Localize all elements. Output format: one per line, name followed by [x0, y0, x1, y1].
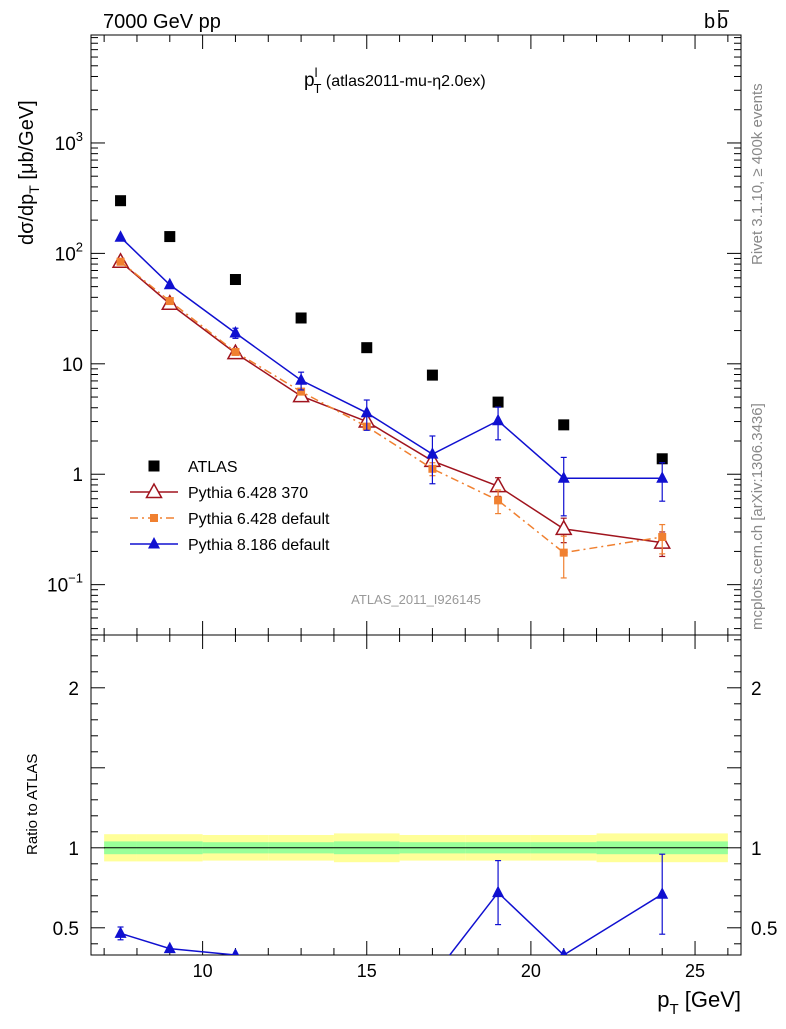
ratio-point: [163, 941, 176, 954]
ratio-series-pythia-8-186-default: [114, 853, 669, 982]
ratio-point: [295, 958, 307, 970]
x-tick-label: 25: [685, 961, 705, 981]
legend-marker: [145, 482, 163, 499]
ratio-line: [120, 891, 663, 955]
legend-label: Pythia 6.428 default: [188, 511, 330, 528]
process-b: b: [704, 11, 715, 33]
header-collision-label: 7000 GeV pp: [103, 11, 221, 33]
legend-entry: Pythia 8.186 default: [130, 537, 330, 554]
legend-entry: Pythia 6.428 370: [130, 482, 308, 502]
ratio-y-ticks: 0.5 0.5 1 1 2 2: [53, 639, 777, 945]
ratio-x-ticks: 10 15 20 25: [103, 635, 729, 981]
y-tick-label: 103: [55, 129, 83, 155]
series-line: [120, 261, 663, 554]
data-point: [229, 274, 241, 286]
data-point: [658, 533, 667, 542]
data-point: [559, 548, 568, 557]
legend-label: Pythia 6.428 370: [188, 485, 308, 502]
ratio-y-tick-label-right: 2: [751, 679, 762, 700]
data-point: [426, 447, 439, 459]
legend-marker: [148, 460, 160, 472]
ratio-point: [492, 885, 505, 898]
y-tick-label: 1: [72, 465, 83, 486]
series-pythia-8-186-default: [114, 230, 669, 517]
data-point: [163, 277, 176, 290]
ratio-y-tick-label: 2: [68, 679, 79, 700]
y-tick-label: 10−1: [47, 571, 83, 597]
data-point: [360, 405, 373, 418]
data-point: [297, 387, 306, 396]
ratio-point: [656, 887, 669, 899]
data-point: [361, 342, 373, 354]
main-y-ticks: 10−1 1 10 102 103: [47, 37, 741, 630]
main-series: [111, 195, 671, 579]
data-point: [426, 369, 438, 381]
legend: ATLAS Pythia 6.428 370 Pythia 6.428 defaul…: [130, 459, 330, 554]
data-point: [557, 471, 570, 483]
legend-marker: [150, 514, 158, 522]
data-point: [116, 257, 125, 266]
data-point: [114, 230, 127, 242]
plot-title: pl T (atlas2011-mu-η2.0ex): [304, 65, 486, 96]
series-atlas: [115, 195, 668, 465]
ratio-point: [426, 970, 438, 982]
legend-label: ATLAS: [188, 459, 238, 476]
legend-entry: Pythia 6.428 default: [130, 511, 330, 528]
ratio-frame: [90, 634, 742, 956]
data-point: [165, 297, 174, 306]
process-bbar: b: [717, 11, 728, 33]
ratio-y-tick-label: 0.5: [53, 919, 79, 940]
x-tick-label: 10: [193, 961, 213, 981]
data-point: [656, 453, 668, 465]
analysis-watermark: ATLAS_2011_I926145: [351, 592, 481, 607]
data-point: [115, 195, 127, 207]
data-point: [231, 347, 240, 356]
x-tick-label: 20: [521, 961, 541, 981]
data-point: [492, 396, 504, 408]
rivet-label: Rivet 3.1.10, ≥ 400k events: [749, 83, 766, 265]
x-axis-label: pT [GeV]: [657, 987, 741, 1018]
main-x-ticks: [103, 35, 729, 635]
x-tick-label: 15: [357, 961, 377, 981]
y-tick-label: 10: [62, 355, 83, 376]
data-point: [164, 231, 176, 243]
legend-label: Pythia 8.186 default: [188, 537, 330, 554]
ratio-series: [114, 853, 669, 982]
ratio-panel: 0.5 0.5 1 1 2 2 10 15 20 25 Ratio to ATLAS pT [G…: [24, 634, 777, 1018]
mcplots-label: mcplots.cern.ch [arXiv:1306.3436]: [749, 403, 766, 630]
ratio-point: [560, 948, 568, 955]
data-point: [492, 413, 505, 426]
main-y-axis-label: dσ/dpT [μb/GeV]: [16, 100, 42, 245]
ratio-point: [114, 926, 127, 938]
data-point: [656, 471, 669, 483]
ratio-y-tick-label: 1: [68, 839, 79, 860]
ratio-y-axis-label: Ratio to ATLAS: [24, 754, 41, 855]
data-point: [558, 419, 570, 431]
data-point: [295, 312, 307, 324]
data-point: [295, 373, 308, 385]
header-process-label: b b: [704, 10, 729, 33]
data-point: [229, 326, 242, 338]
ratio-point: [231, 948, 240, 955]
data-point: [554, 519, 573, 536]
data-point: [494, 496, 503, 505]
ratio-y-tick-label-right: 0.5: [751, 919, 777, 940]
legend-entry: ATLAS: [148, 459, 238, 476]
y-tick-label: 102: [55, 239, 83, 265]
ratio-y-tick-label-right: 1: [751, 839, 762, 860]
legend-marker: [148, 537, 160, 549]
